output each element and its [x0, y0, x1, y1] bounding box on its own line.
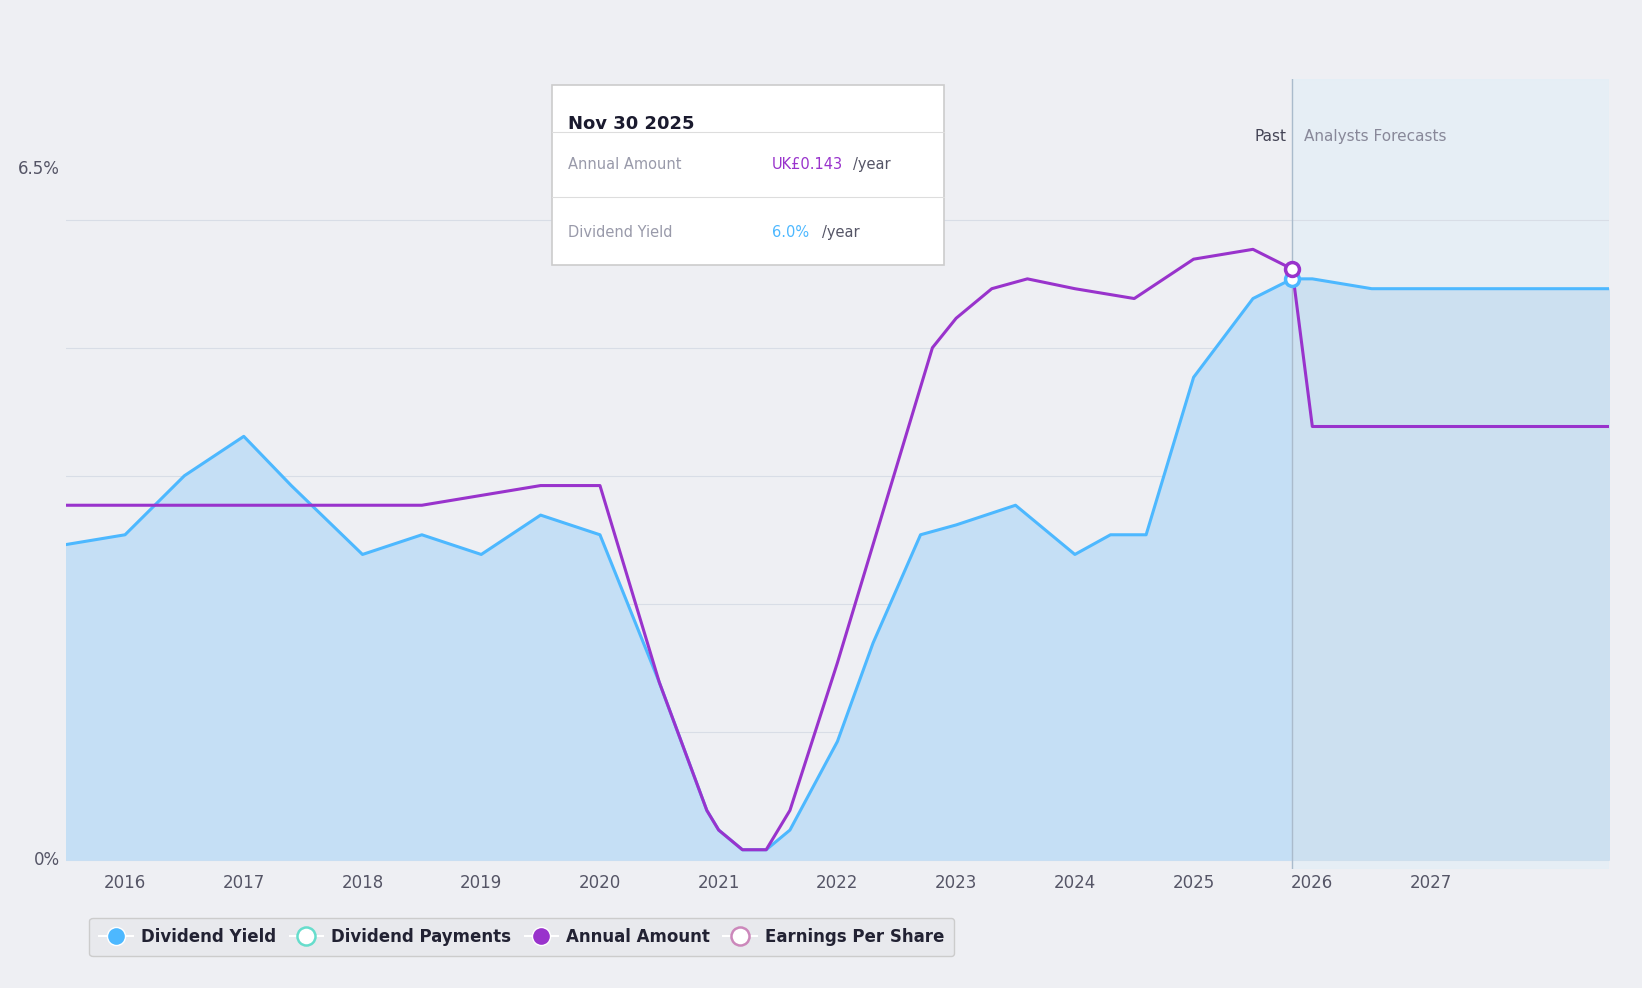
- Text: /year: /year: [823, 225, 860, 240]
- Text: Analysts Forecasts: Analysts Forecasts: [1304, 129, 1447, 144]
- Text: Past: Past: [1254, 129, 1286, 144]
- Bar: [1292, 79, 1609, 869]
- FancyBboxPatch shape: [552, 85, 944, 265]
- Text: Nov 30 2025: Nov 30 2025: [568, 115, 695, 133]
- Text: Dividend Yield: Dividend Yield: [568, 225, 673, 240]
- Text: /year: /year: [852, 157, 890, 172]
- Text: 6.0%: 6.0%: [772, 225, 810, 240]
- Text: Annual Amount: Annual Amount: [568, 157, 681, 172]
- Text: 6.5%: 6.5%: [18, 160, 59, 178]
- Legend: Dividend Yield, Dividend Payments, Annual Amount, Earnings Per Share: Dividend Yield, Dividend Payments, Annua…: [89, 918, 954, 956]
- Text: 0%: 0%: [33, 851, 59, 868]
- Text: UK£0.143: UK£0.143: [772, 157, 844, 172]
